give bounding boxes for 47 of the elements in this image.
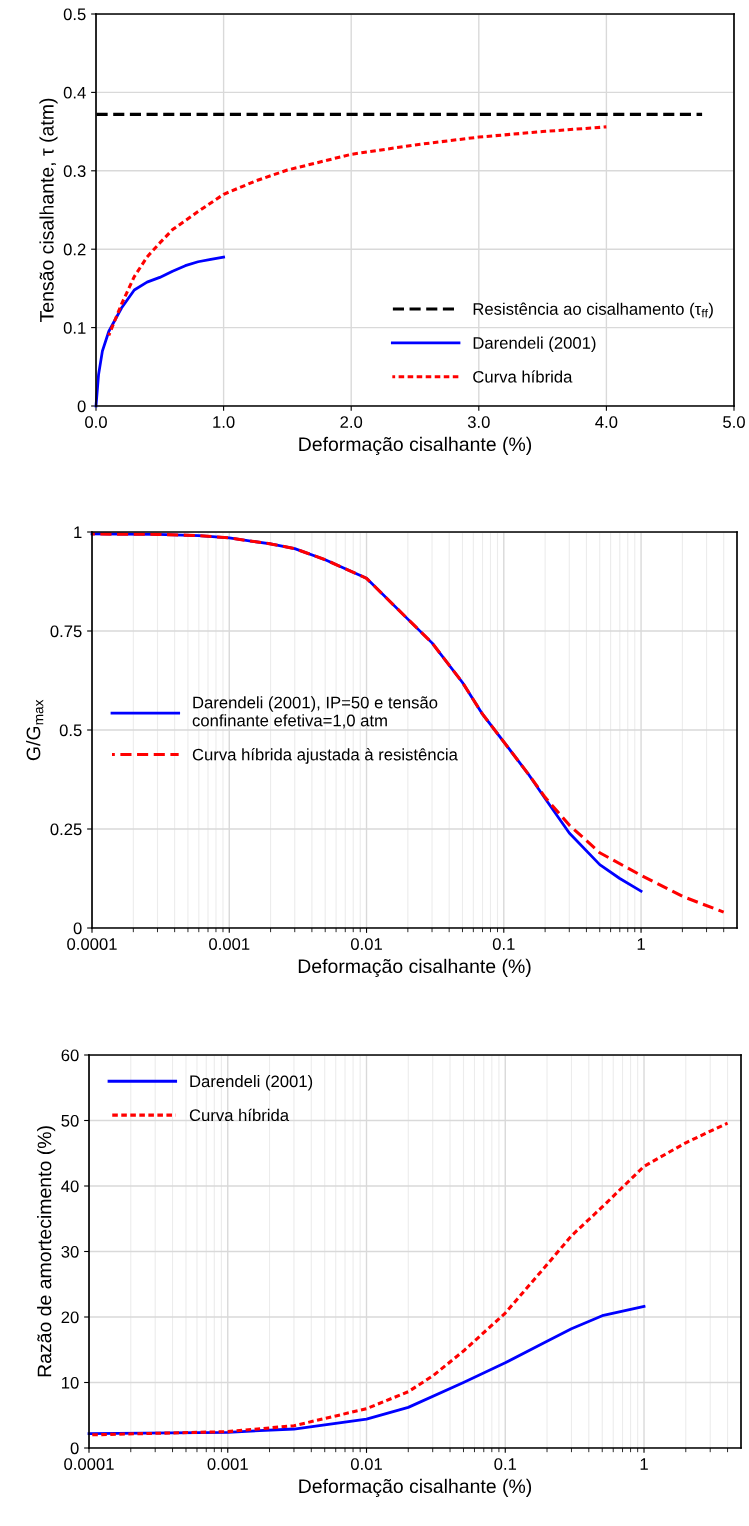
- y-tick-label: 0: [70, 1442, 79, 1455]
- legend-label: Curva híbrida: [189, 1108, 290, 1122]
- y-tick-label: 1: [74, 526, 82, 539]
- y-tick-label: 20: [61, 1311, 79, 1324]
- x-tick-label: 0.001: [207, 1458, 248, 1470]
- y-tick-label: 10: [62, 1376, 79, 1389]
- legend-label: Curva híbrida: [473, 370, 573, 383]
- y-tick-label: 0.3: [63, 165, 86, 177]
- x-tick-label: 1.0: [213, 416, 235, 428]
- y-axis-title: G/G$_{max}$: [26, 699, 44, 761]
- y-tick-label: 0.75: [50, 625, 82, 638]
- x-tick-label: 1: [640, 1458, 648, 1470]
- x-tick-label: 0.001: [209, 938, 250, 950]
- y-tick-label: 0: [77, 400, 86, 413]
- x-axis-title: Deformação cisalhante (%): [299, 1478, 532, 1498]
- y-tick-label: 30: [61, 1245, 79, 1258]
- y-tick-label: 0.2: [63, 243, 86, 256]
- y-tick-label: 0.5: [59, 724, 82, 737]
- legend-label: Curva híbrida ajustada à resistência: [192, 748, 458, 764]
- y-tick-label: 0.5: [63, 8, 86, 21]
- legend-label: Darendeli (2001), IP=50 e tensão confinante efetiva=1,0 atm: [192, 696, 438, 729]
- x-tick-label: 0.0001: [64, 1458, 114, 1470]
- x-tick-label: 5.0: [723, 416, 745, 428]
- x-tick-label: 1: [637, 938, 645, 950]
- x-tick-label: 3.0: [467, 416, 490, 428]
- y-axis-title: Razão de amortecimento (%): [37, 1126, 56, 1377]
- x-tick-label: 0.1: [494, 1458, 517, 1470]
- x-tick-label: 0.0: [85, 416, 107, 428]
- x-axis-title: Deformação cisalhante (%): [298, 958, 531, 978]
- y-tick-label: 50: [61, 1114, 79, 1127]
- x-tick-label: 0.0001: [67, 938, 117, 950]
- x-axis-title: Deformação cisalhante (%): [299, 436, 532, 456]
- x-tick-label: 0.01: [350, 938, 382, 950]
- legend-label: Darendeli (2001): [190, 1075, 313, 1091]
- y-tick-label: 0.1: [63, 322, 86, 334]
- x-tick-label: 0.01: [350, 1458, 382, 1470]
- legend-label: Resistência ao cisalhamento (τ$_{ff}$): [473, 302, 713, 319]
- x-tick-label: 0.1: [492, 938, 515, 950]
- legend-label: Darendeli (2001): [473, 336, 596, 353]
- x-tick-label: 2.0: [340, 416, 363, 428]
- y-tick-label: 40: [61, 1180, 79, 1193]
- y-tick-label: 0: [73, 922, 82, 935]
- y-tick-label: 60: [61, 1049, 79, 1062]
- y-tick-label: 0.25: [50, 823, 82, 836]
- y-axis-title: Tensão cisalhante, τ (atm): [39, 98, 58, 323]
- y-tick-label: 0.4: [63, 86, 86, 99]
- x-tick-label: 4.0: [595, 416, 618, 428]
